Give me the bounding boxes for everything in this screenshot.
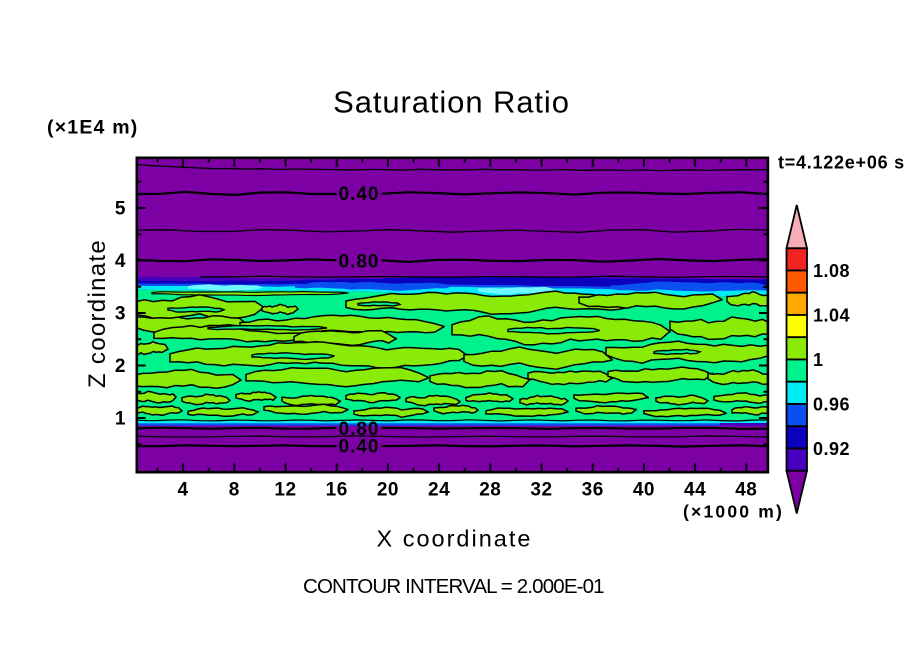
- svg-text:0.80: 0.80: [339, 419, 380, 440]
- svg-text:0.96: 0.96: [813, 394, 850, 414]
- svg-text:1.04: 1.04: [813, 305, 850, 325]
- svg-text:32: 32: [530, 479, 552, 500]
- svg-text:1: 1: [115, 409, 126, 430]
- svg-text:4: 4: [115, 251, 126, 272]
- svg-text:t=4.122e+06 s: t=4.122e+06 s: [778, 152, 904, 172]
- svg-text:0.92: 0.92: [813, 439, 850, 459]
- svg-text:Z coordinate: Z coordinate: [84, 239, 111, 388]
- svg-text:40: 40: [633, 479, 655, 500]
- svg-text:16: 16: [326, 479, 348, 500]
- svg-text:4: 4: [178, 479, 189, 500]
- svg-text:0.40: 0.40: [339, 437, 380, 458]
- svg-text:X coordinate: X coordinate: [377, 526, 533, 552]
- svg-text:0.40: 0.40: [339, 184, 380, 205]
- svg-text:(×1000 m): (×1000 m): [683, 501, 784, 521]
- svg-text:12: 12: [274, 479, 296, 500]
- svg-text:20: 20: [377, 479, 399, 500]
- svg-text:3: 3: [115, 304, 126, 325]
- svg-text:CONTOUR INTERVAL = 2.000E-01: CONTOUR INTERVAL = 2.000E-01: [303, 575, 604, 598]
- svg-text:0.80: 0.80: [339, 251, 380, 272]
- svg-text:2: 2: [115, 356, 126, 377]
- svg-text:44: 44: [684, 479, 706, 500]
- svg-text:24: 24: [428, 479, 450, 500]
- svg-text:36: 36: [582, 479, 604, 500]
- svg-text:(×1E4 m): (×1E4 m): [47, 117, 138, 139]
- svg-text:5: 5: [115, 199, 126, 220]
- svg-text:8: 8: [229, 479, 240, 500]
- svg-text:48: 48: [735, 479, 757, 500]
- svg-text:28: 28: [479, 479, 501, 500]
- svg-text:1: 1: [813, 350, 824, 370]
- svg-text:Saturation Ratio: Saturation Ratio: [333, 85, 570, 120]
- svg-text:1.08: 1.08: [813, 261, 850, 281]
